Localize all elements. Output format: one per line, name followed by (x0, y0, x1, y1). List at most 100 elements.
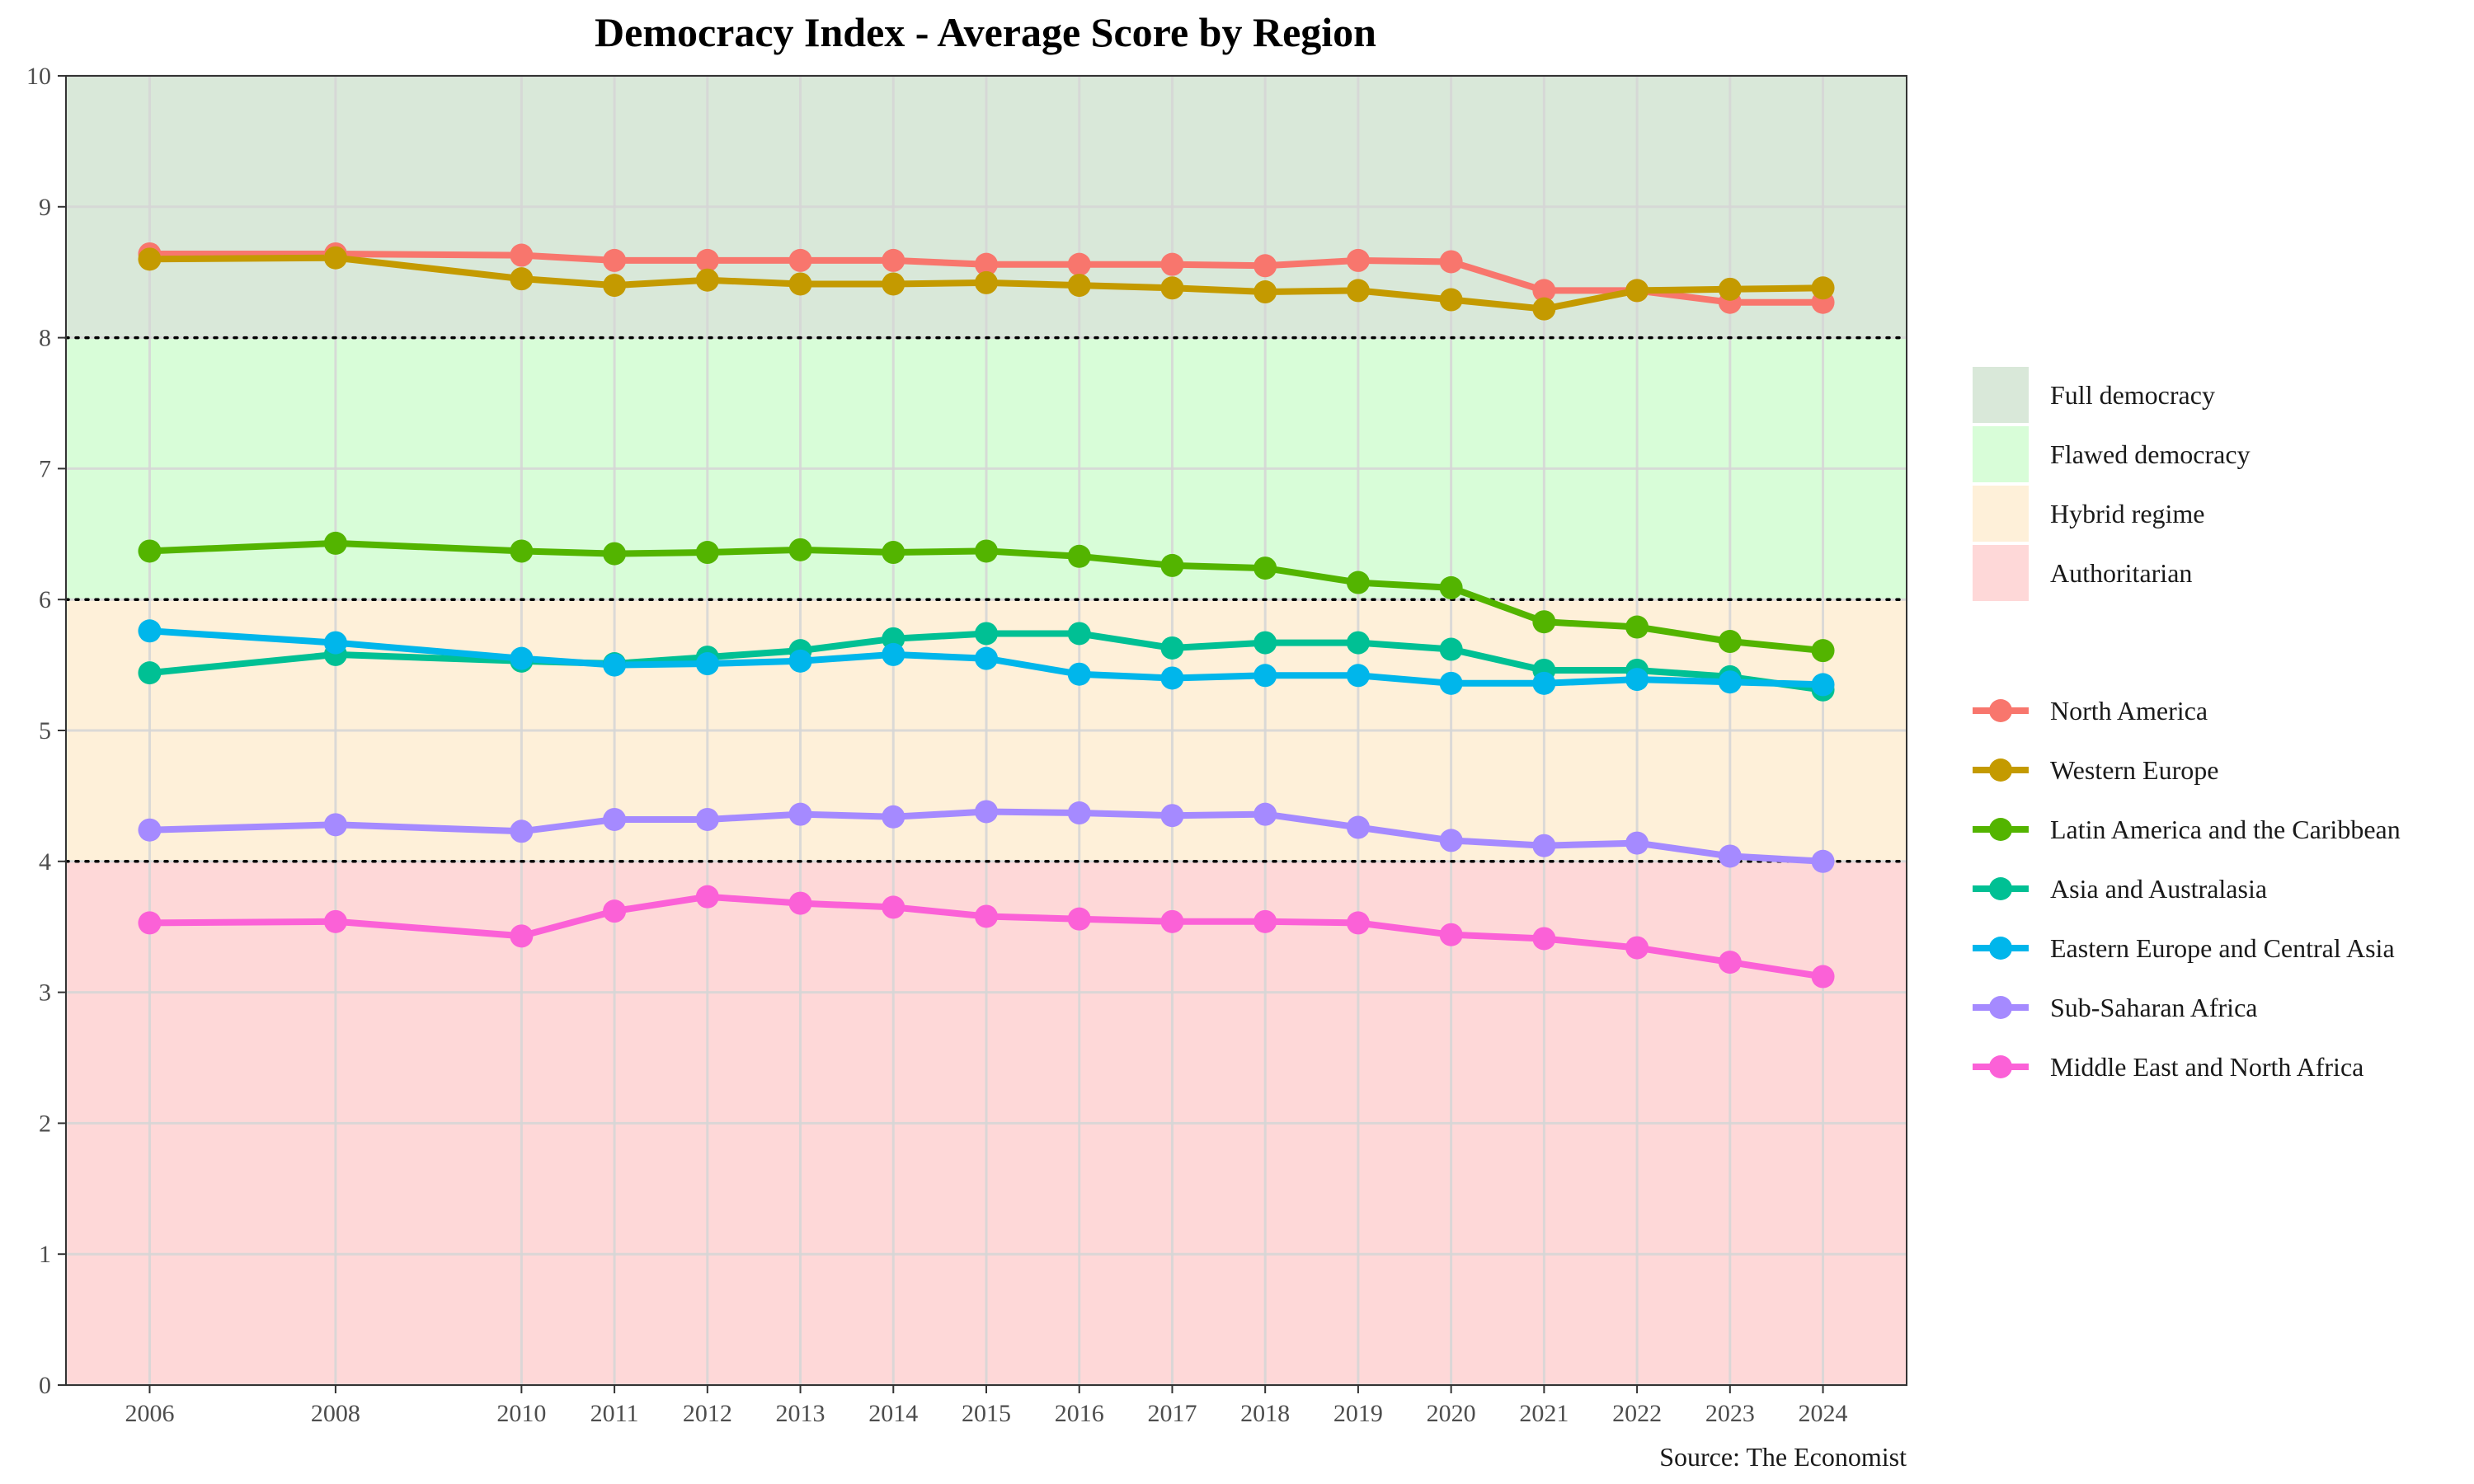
point-sub-saharan-africa-2006 (138, 818, 162, 842)
point-middle-east-and-north-africa-2015 (975, 904, 998, 928)
point-asia-and-australasia-2006 (138, 661, 162, 685)
legend-label-flawed-democracy: Flawed democracy (2050, 439, 2251, 469)
point-western-europe-2018 (1253, 280, 1277, 304)
point-eastern-europe-and-central-asia-2008 (323, 631, 347, 655)
point-north-america-2015 (975, 252, 998, 276)
point-eastern-europe-and-central-asia-2018 (1253, 664, 1277, 688)
point-sub-saharan-africa-2008 (323, 813, 347, 837)
point-asia-and-australasia-2015 (975, 622, 998, 646)
point-asia-and-australasia-2017 (1160, 636, 1184, 660)
legend-label-full-democracy: Full democracy (2050, 380, 2215, 410)
point-north-america-2011 (603, 248, 627, 272)
x-tick-label-2006: 2006 (125, 1400, 174, 1427)
legend-marker-north-america (1989, 699, 2012, 722)
point-latin-america-and-the-caribbean-2017 (1160, 553, 1184, 577)
point-eastern-europe-and-central-asia-2010 (510, 646, 534, 670)
x-tick-label-2022: 2022 (1612, 1400, 1662, 1427)
point-western-europe-2023 (1718, 277, 1742, 301)
point-latin-america-and-the-caribbean-2022 (1625, 615, 1649, 639)
point-sub-saharan-africa-2010 (510, 819, 534, 843)
y-tick-label-5: 5 (39, 717, 51, 744)
x-tick-label-2011: 2011 (590, 1400, 639, 1427)
point-eastern-europe-and-central-asia-2020 (1439, 671, 1463, 695)
point-sub-saharan-africa-2023 (1718, 844, 1742, 868)
point-middle-east-and-north-africa-2013 (788, 891, 812, 915)
point-latin-america-and-the-caribbean-2021 (1532, 610, 1556, 634)
chart-caption: Source: The Economist (1659, 1442, 1907, 1472)
point-middle-east-and-north-africa-2011 (603, 899, 627, 923)
point-eastern-europe-and-central-asia-2011 (603, 653, 627, 677)
point-latin-america-and-the-caribbean-2023 (1718, 630, 1742, 654)
x-tick-label-2020: 2020 (1427, 1400, 1476, 1427)
point-middle-east-and-north-africa-2021 (1532, 927, 1556, 951)
x-tick-label-2010: 2010 (496, 1400, 546, 1427)
point-middle-east-and-north-africa-2016 (1067, 907, 1091, 931)
y-axis: 0 1 2 3 4 5 6 7 8 9 10 (26, 63, 66, 1399)
point-western-europe-2012 (695, 268, 719, 292)
point-middle-east-and-north-africa-2012 (695, 885, 719, 909)
x-tick-label-2017: 2017 (1147, 1400, 1197, 1427)
point-middle-east-and-north-africa-2022 (1625, 936, 1649, 960)
point-eastern-europe-and-central-asia-2021 (1532, 671, 1556, 695)
point-sub-saharan-africa-2018 (1253, 802, 1277, 826)
point-eastern-europe-and-central-asia-2017 (1160, 666, 1184, 690)
point-sub-saharan-africa-2019 (1346, 815, 1370, 839)
legend-label-eastern-europe-and-central-asia: Eastern Europe and Central Asia (2050, 933, 2395, 963)
point-north-america-2014 (882, 248, 905, 272)
point-western-europe-2021 (1532, 297, 1556, 321)
x-tick-label-2008: 2008 (311, 1400, 360, 1427)
y-tick-label-8: 8 (39, 325, 51, 352)
x-tick-label-2013: 2013 (776, 1400, 825, 1427)
point-latin-america-and-the-caribbean-2014 (882, 541, 905, 565)
legend-label-hybrid-regime: Hybrid regime (2050, 499, 2205, 528)
x-tick-label-2019: 2019 (1333, 1400, 1383, 1427)
point-eastern-europe-and-central-asia-2023 (1718, 670, 1742, 694)
y-tick-label-0: 0 (39, 1372, 51, 1399)
point-western-europe-2011 (603, 274, 627, 298)
point-latin-america-and-the-caribbean-2006 (138, 539, 162, 563)
legend-marker-latin-america-and-the-caribbean (1989, 818, 2012, 841)
legend-label-authoritarian: Authoritarian (2050, 558, 2192, 588)
legend-key-authoritarian (1973, 545, 2029, 601)
point-eastern-europe-and-central-asia-2022 (1625, 668, 1649, 692)
point-western-europe-2022 (1625, 279, 1649, 303)
legend-marker-sub-saharan-africa (1989, 996, 2012, 1019)
point-north-america-2021 (1532, 279, 1556, 303)
point-latin-america-and-the-caribbean-2024 (1811, 639, 1835, 663)
point-middle-east-and-north-africa-2008 (323, 909, 347, 933)
point-asia-and-australasia-2019 (1346, 631, 1370, 655)
point-western-europe-2024 (1811, 276, 1835, 300)
y-tick-label-7: 7 (39, 455, 51, 482)
point-sub-saharan-africa-2022 (1625, 831, 1649, 855)
legend-marker-asia-and-australasia (1989, 877, 2012, 900)
point-eastern-europe-and-central-asia-2019 (1346, 664, 1370, 688)
point-middle-east-and-north-africa-2010 (510, 924, 534, 948)
point-eastern-europe-and-central-asia-2016 (1067, 662, 1091, 686)
point-middle-east-and-north-africa-2020 (1439, 923, 1463, 946)
point-latin-america-and-the-caribbean-2019 (1346, 571, 1370, 594)
point-middle-east-and-north-africa-2017 (1160, 909, 1184, 933)
point-western-europe-2015 (975, 270, 998, 294)
x-tick-label-2014: 2014 (868, 1400, 918, 1427)
legend-marker-middle-east-and-north-africa (1989, 1055, 2012, 1078)
point-middle-east-and-north-africa-2006 (138, 911, 162, 935)
threshold-lines (64, 336, 1908, 863)
point-latin-america-and-the-caribbean-2016 (1067, 544, 1091, 568)
x-tick-label-2018: 2018 (1240, 1400, 1290, 1427)
y-tick-label-6: 6 (39, 586, 51, 613)
point-latin-america-and-the-caribbean-2013 (788, 538, 812, 561)
point-western-europe-2013 (788, 272, 812, 296)
point-north-america-2010 (510, 243, 534, 267)
y-tick-label-9: 9 (39, 194, 51, 221)
point-middle-east-and-north-africa-2023 (1718, 951, 1742, 974)
point-latin-america-and-the-caribbean-2010 (510, 539, 534, 563)
point-north-america-2012 (695, 248, 719, 272)
point-latin-america-and-the-caribbean-2018 (1253, 556, 1277, 580)
y-tick-label-10: 10 (26, 63, 51, 90)
point-north-america-2016 (1067, 252, 1091, 276)
point-eastern-europe-and-central-asia-2012 (695, 652, 719, 676)
point-eastern-europe-and-central-asia-2015 (975, 646, 998, 670)
x-tick-label-2012: 2012 (683, 1400, 732, 1427)
legend-label-latin-america-and-the-caribbean: Latin America and the Caribbean (2050, 815, 2401, 844)
